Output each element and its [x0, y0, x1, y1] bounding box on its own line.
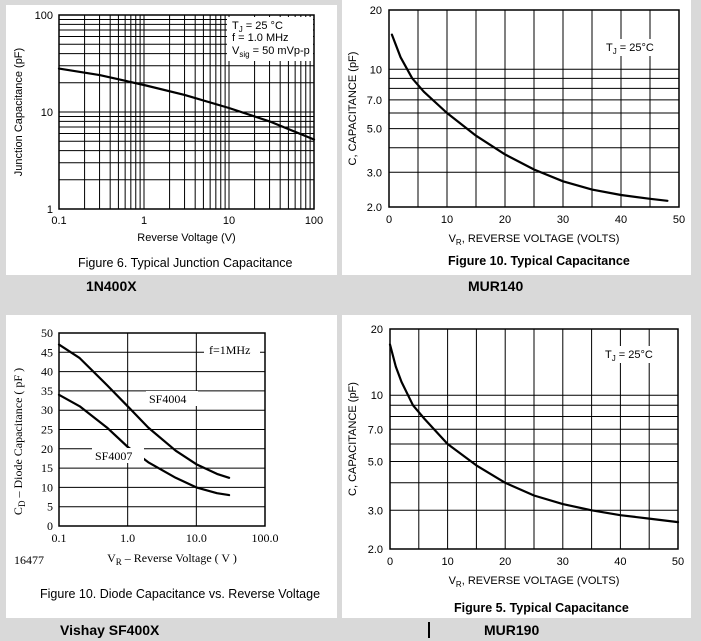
y-tick-label: 25	[41, 423, 53, 437]
y-axis-label: CD – Diode Capacitance ( pF )	[11, 368, 27, 515]
x-tick-label: 0.1	[52, 531, 67, 545]
chart-caption: Figure 5. Typical Capacitance	[454, 601, 629, 615]
y-tick-label: 30	[41, 403, 53, 417]
chart-mur140: TJ = 25°C 0 10 20 30 40 50 2.0 3.0 5.0 7.0 10 20 VR, …	[347, 5, 685, 247]
series-line-sf4007	[57, 393, 231, 497]
annotation-box	[227, 17, 313, 61]
x-axis-label: VR, REVERSE VOLTAGE (VOLTS)	[449, 233, 620, 247]
y-tick-label: 3.0	[368, 505, 383, 517]
y-tick-label: 40	[41, 365, 53, 379]
annotation-temp: TJ = 25°C	[606, 42, 654, 56]
chart-sf400x: f=1MHz 0.1 1.0 10.0 100.0 0 5 10 15 20 25 30 35 40 45 5…	[11, 326, 279, 567]
y-tick-label: 5.0	[367, 124, 382, 136]
y-tick-label: 10	[370, 64, 382, 76]
y-tick-label: 10	[41, 107, 53, 119]
device-label-mur190: MUR190	[484, 622, 540, 638]
y-tick-label: 20	[371, 324, 383, 336]
y-tick-label: 20	[41, 442, 53, 456]
x-tick-label: 30	[557, 556, 569, 568]
series-label-sf4004: SF4004	[149, 392, 186, 406]
chart-caption: Figure 10. Typical Capacitance	[448, 254, 630, 268]
annotation-box	[600, 346, 670, 363]
y-tick-label: 10	[41, 480, 53, 494]
annotation-temp: TJ = 25°C	[605, 349, 653, 363]
x-tick-label: 1.0	[120, 531, 135, 545]
y-tick-label: 35	[41, 384, 53, 398]
annotation-signal: Vsig = 50 mVp-p	[232, 45, 310, 59]
series-line	[388, 343, 680, 524]
y-tick-label: 5.0	[368, 456, 383, 468]
y-axis-label: Junction Capacitance (pF)	[13, 48, 25, 176]
annotation-box	[204, 343, 260, 357]
x-tick-label: 10	[441, 556, 453, 568]
x-tick-label: 20	[499, 556, 511, 568]
device-label-1n400x: 1N400X	[86, 278, 137, 294]
x-tick-label: 30	[557, 214, 569, 226]
x-axis-label: VR – Reverse Voltage ( V )	[107, 551, 237, 567]
y-tick-label: 45	[41, 345, 53, 359]
chart-mur190: TJ = 25°C 0 10 20 30 40 50 2.0 3.0 5.0 7.0 10 20 VR, …	[347, 324, 684, 589]
x-axis-label: Reverse Voltage (V)	[137, 232, 235, 244]
annotation-box	[601, 39, 671, 56]
y-tick-label: 3.0	[367, 167, 382, 179]
y-tick-label: 100	[35, 10, 53, 22]
plot-frame	[58, 14, 315, 210]
chart-panel-sf400x: f=1MHz 0.1 1.0 10.0 100.0 0 5 10 15 20 25 30 35 40 45 5…	[6, 315, 337, 618]
y-tick-label: 15	[41, 461, 53, 475]
y-tick-label: 1	[47, 204, 53, 216]
x-tick-label: 0	[386, 214, 392, 226]
plot-frame	[389, 328, 679, 550]
series-label-sf4007: SF4007	[95, 449, 132, 463]
figure-code: 16477	[14, 553, 44, 567]
plot-frame	[388, 9, 680, 208]
x-axis-label: VR, REVERSE VOLTAGE (VOLTS)	[449, 575, 620, 589]
x-tick-label: 40	[614, 556, 626, 568]
y-tick-label: 20	[370, 5, 382, 17]
y-tick-label: 2.0	[368, 544, 383, 556]
y-tick-label: 7.0	[367, 95, 382, 107]
y-axis-label: C, CAPACITANCE (pF)	[347, 382, 359, 496]
y-tick-label: 5	[47, 500, 53, 514]
label-divider	[428, 622, 430, 638]
chart-panel-mur190: TJ = 25°C 0 10 20 30 40 50 2.0 3.0 5.0 7.0 10 20 VR, …	[342, 315, 691, 618]
x-tick-label: 0	[387, 556, 393, 568]
device-label-sf400x: Vishay SF400X	[60, 622, 160, 638]
y-tick-label: 10	[371, 390, 383, 402]
y-tick-label: 7.0	[368, 424, 383, 436]
annotation-freq: f=1MHz	[209, 343, 250, 357]
y-tick-label: 0	[47, 519, 53, 533]
chart-caption: Figure 10. Diode Capacitance vs. Reverse…	[40, 587, 321, 601]
x-tick-label: 1	[141, 215, 147, 227]
x-tick-label: 10.0	[186, 531, 207, 545]
x-tick-label: 20	[499, 214, 511, 226]
series-line	[390, 33, 669, 202]
x-tick-label: 100	[305, 215, 323, 227]
x-tick-label: 100.0	[252, 531, 279, 545]
chart-panel-1n400x: TJ = 25 °C f = 1.0 MHz Vsig = 50 mVp-p 0.1 1…	[6, 5, 337, 275]
x-tick-label: 10	[223, 215, 235, 227]
device-label-mur140: MUR140	[468, 278, 524, 294]
x-tick-label: 0.1	[51, 215, 66, 227]
annotation-temp: TJ = 25 °C	[232, 20, 283, 34]
series-line-sf4004	[57, 343, 231, 479]
series-line	[57, 67, 316, 141]
plot-frame	[58, 332, 266, 527]
y-axis-label: C, CAPACITANCE (pF)	[347, 52, 359, 166]
annotation-freq: f = 1.0 MHz	[232, 32, 289, 44]
x-tick-label: 50	[672, 556, 684, 568]
series-label-bg	[146, 391, 198, 406]
series-label-bg	[92, 448, 144, 463]
y-tick-label: 2.0	[367, 202, 382, 214]
x-tick-label: 40	[615, 214, 627, 226]
chart-panel-mur140: TJ = 25°C 0 10 20 30 40 50 2.0 3.0 5.0 7.0 10 20 VR, …	[342, 0, 691, 275]
y-tick-label: 50	[41, 326, 53, 340]
x-tick-label: 50	[673, 214, 685, 226]
chart-caption: Figure 6. Typical Junction Capacitance	[78, 256, 293, 270]
grid-lines	[58, 332, 266, 527]
x-tick-label: 10	[441, 214, 453, 226]
